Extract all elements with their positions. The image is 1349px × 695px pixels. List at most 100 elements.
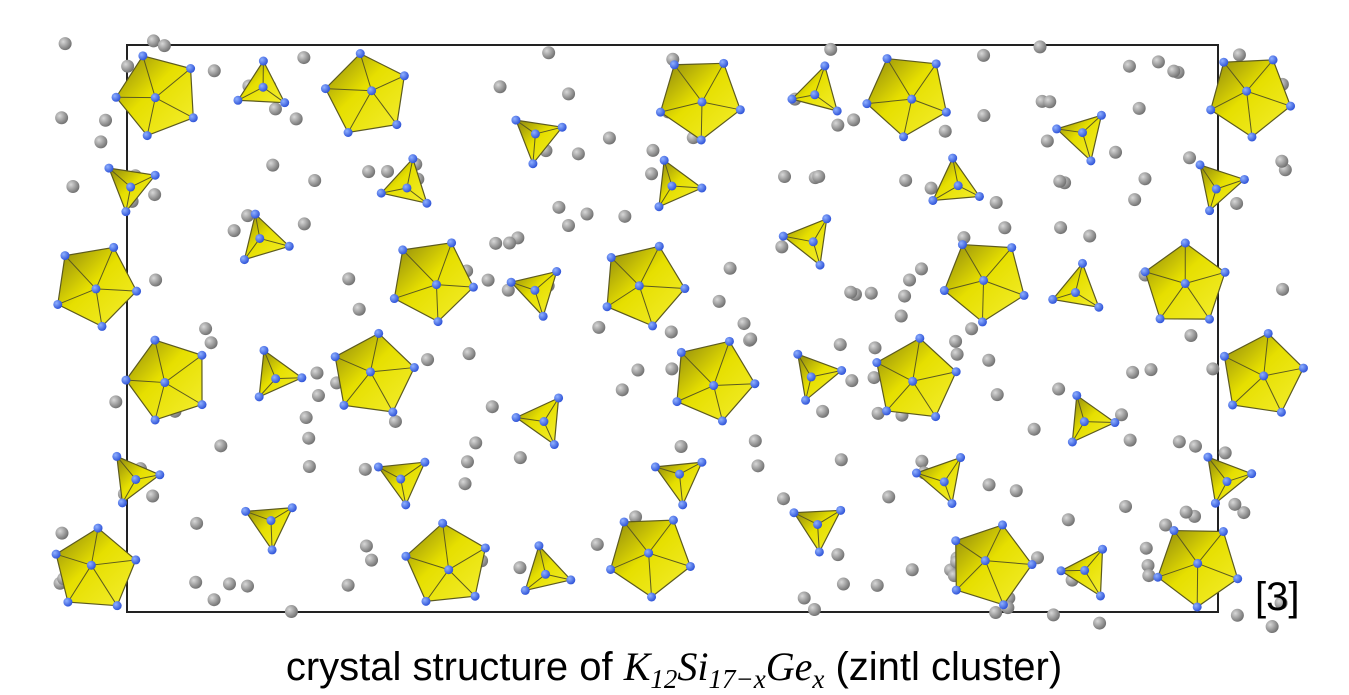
atom bbox=[831, 119, 844, 132]
atom bbox=[55, 527, 68, 540]
atom bbox=[121, 207, 130, 216]
atom bbox=[266, 159, 279, 172]
atom bbox=[342, 579, 355, 592]
atom bbox=[402, 183, 411, 192]
atom bbox=[798, 591, 811, 604]
atom bbox=[618, 210, 631, 223]
atom bbox=[981, 556, 990, 565]
atom bbox=[158, 39, 171, 52]
atom bbox=[554, 393, 563, 402]
atom bbox=[677, 348, 686, 357]
atom bbox=[646, 144, 659, 157]
atom bbox=[66, 180, 79, 193]
atom bbox=[1071, 288, 1080, 297]
atom bbox=[915, 455, 928, 468]
cluster bbox=[867, 59, 946, 137]
caption-suffix: (zintl cluster) bbox=[824, 645, 1062, 689]
atom bbox=[989, 606, 1002, 619]
atom bbox=[388, 408, 397, 417]
atom bbox=[1259, 371, 1268, 380]
atom bbox=[112, 93, 121, 102]
atom bbox=[511, 116, 520, 125]
atom bbox=[656, 108, 665, 117]
atom bbox=[697, 458, 706, 467]
atom bbox=[1124, 434, 1137, 447]
atom bbox=[1123, 60, 1136, 73]
atom bbox=[816, 405, 829, 418]
atom bbox=[1221, 268, 1230, 277]
cluster bbox=[933, 158, 980, 200]
atom bbox=[512, 413, 521, 422]
atom bbox=[991, 388, 1004, 401]
atom bbox=[1052, 383, 1065, 396]
atom bbox=[777, 492, 790, 505]
atom bbox=[420, 458, 429, 467]
atom bbox=[186, 64, 195, 73]
atom bbox=[514, 451, 527, 464]
atom bbox=[895, 310, 908, 323]
atom bbox=[1144, 363, 1157, 376]
atom bbox=[444, 565, 453, 574]
atom bbox=[199, 322, 212, 335]
atom bbox=[266, 516, 275, 525]
atom bbox=[365, 554, 378, 567]
atom bbox=[977, 109, 990, 122]
atom bbox=[131, 555, 140, 564]
atom bbox=[1240, 175, 1249, 184]
atom bbox=[339, 401, 348, 410]
atom bbox=[1141, 267, 1150, 276]
atom bbox=[1052, 124, 1061, 133]
atom bbox=[719, 59, 728, 68]
atom bbox=[285, 242, 294, 251]
atom bbox=[591, 538, 604, 551]
atom bbox=[789, 508, 798, 517]
atom bbox=[655, 242, 664, 251]
atom bbox=[471, 592, 480, 601]
atom bbox=[801, 396, 810, 405]
atom bbox=[151, 415, 160, 424]
atom bbox=[1041, 134, 1054, 147]
atom bbox=[94, 135, 107, 148]
atom bbox=[592, 321, 605, 334]
atom bbox=[1010, 484, 1023, 497]
atom bbox=[951, 536, 960, 545]
atom bbox=[816, 261, 825, 270]
atom bbox=[503, 237, 516, 250]
atom bbox=[60, 251, 69, 260]
atom bbox=[205, 336, 218, 349]
atom bbox=[398, 245, 407, 254]
atom bbox=[197, 351, 206, 360]
atom bbox=[486, 400, 499, 413]
formula-subscript: 12 bbox=[650, 664, 677, 694]
atom bbox=[616, 383, 629, 396]
atom bbox=[1133, 102, 1146, 115]
atom bbox=[1193, 602, 1202, 611]
atom bbox=[572, 147, 585, 160]
atom bbox=[310, 367, 323, 380]
atom bbox=[353, 303, 366, 316]
atom bbox=[552, 267, 561, 276]
atom bbox=[146, 490, 159, 503]
atom bbox=[400, 71, 409, 80]
formula-subscript: 17−x bbox=[709, 664, 766, 694]
atom bbox=[915, 262, 928, 275]
atom bbox=[530, 286, 539, 295]
atom bbox=[940, 286, 949, 295]
atom bbox=[1299, 364, 1308, 373]
atom bbox=[977, 49, 990, 62]
atom bbox=[541, 570, 550, 579]
atom bbox=[1220, 352, 1229, 361]
atom bbox=[1247, 132, 1256, 141]
atom bbox=[189, 576, 202, 589]
atom bbox=[1007, 243, 1016, 252]
atom bbox=[837, 366, 846, 375]
atom bbox=[882, 490, 895, 503]
atom bbox=[312, 389, 325, 402]
atom bbox=[978, 317, 987, 326]
atom bbox=[1156, 314, 1165, 323]
atom bbox=[822, 214, 831, 223]
atom bbox=[118, 498, 127, 507]
atom bbox=[150, 336, 159, 345]
atom bbox=[138, 51, 147, 60]
atom bbox=[300, 411, 313, 424]
